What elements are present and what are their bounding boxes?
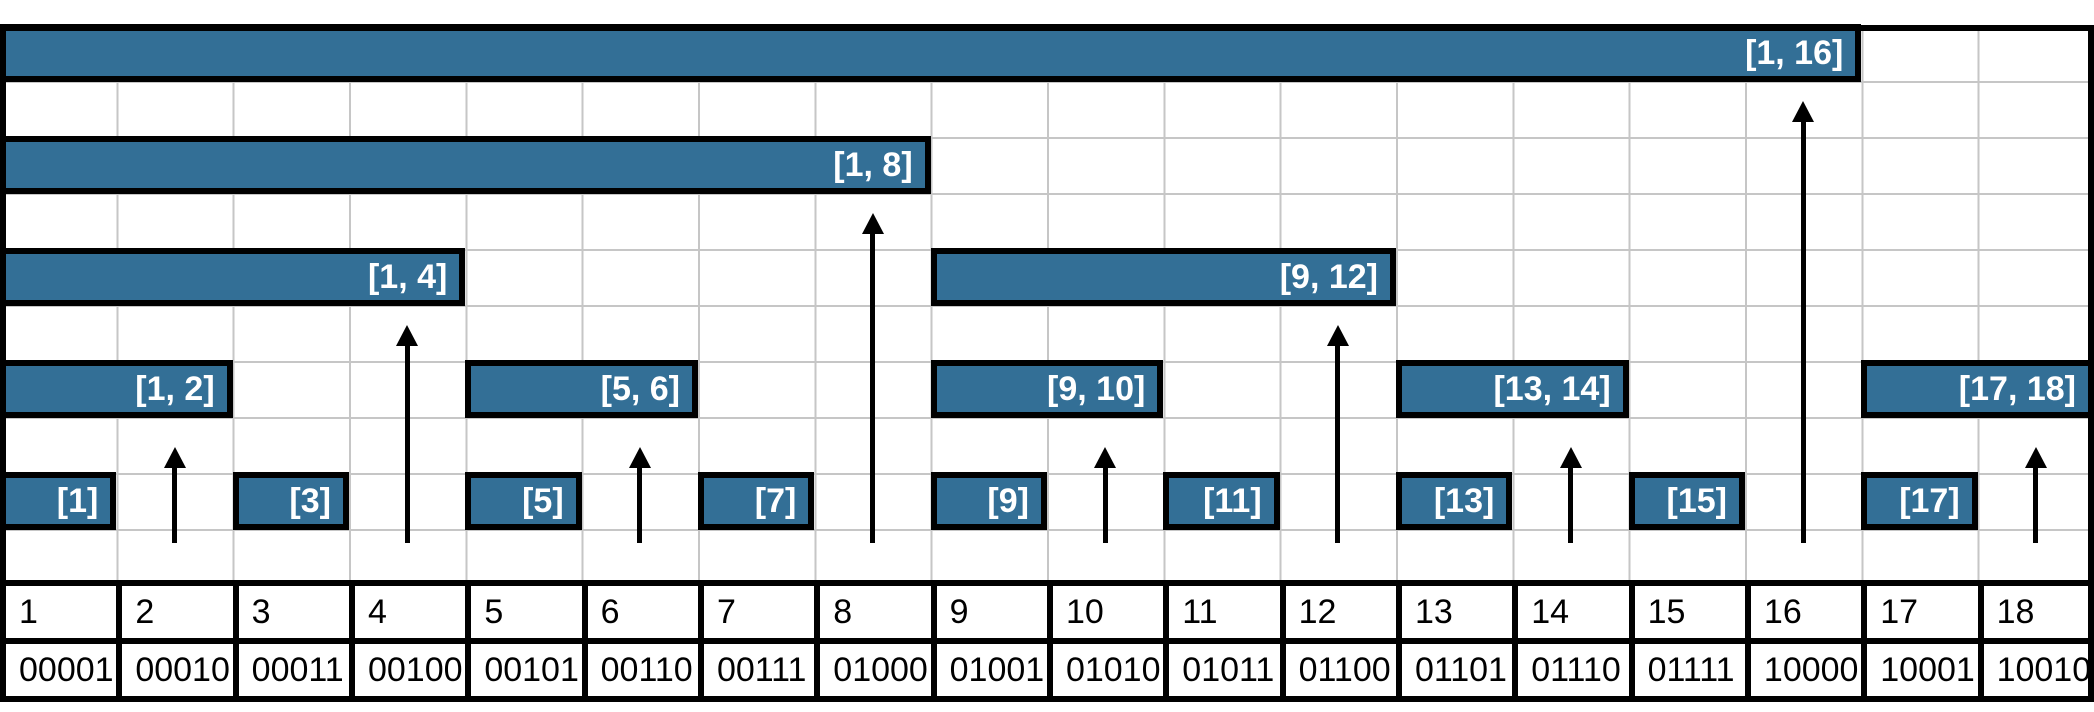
binary-cell-11: 01011: [1163, 644, 1279, 696]
bar-7-7: [7]: [698, 472, 815, 530]
up-arrow-icon: [1792, 101, 1815, 122]
binary-cell-4: 00100: [348, 644, 465, 696]
up-arrow-icon: [628, 447, 651, 468]
binary-cell-8: 01000: [814, 644, 930, 696]
bar-label: [5]: [522, 481, 564, 520]
arrow-shaft-col-10: [1102, 462, 1108, 543]
bar-11-11: [11]: [1163, 472, 1280, 530]
index-cell-14: 14: [1512, 586, 1628, 638]
arrow-shaft-col-14: [1568, 462, 1573, 543]
index-cell-4: 4: [348, 586, 465, 638]
up-arrow-icon: [861, 213, 884, 234]
arrow-shaft-col-16: [1800, 116, 1806, 543]
bar-3-3: [3]: [232, 472, 349, 530]
bar-label: [1, 4]: [367, 257, 448, 296]
up-arrow-icon: [1559, 447, 1582, 468]
index-table: 1 2 3 4 5 6 7 8 9 10 11 12 13 14 15 16 17 18 00001 00010 00…: [0, 580, 2094, 702]
arrow-shaft-col-2: [172, 462, 177, 543]
bar-13-13: [13]: [1396, 472, 1513, 530]
bar-9-12: [9, 12]: [930, 248, 1396, 306]
binary-cell-13: 01101: [1395, 644, 1512, 696]
index-cell-2: 2: [116, 586, 232, 638]
up-arrow-icon: [1326, 325, 1349, 346]
binary-cell-9: 01001: [930, 644, 1047, 696]
binary-cell-1: 00001: [0, 644, 116, 696]
bar-1-8: [1, 8]: [0, 136, 931, 194]
bar-13-14: [13, 14]: [1396, 360, 1629, 418]
binary-cell-12: 01100: [1279, 644, 1396, 696]
index-cell-7: 7: [697, 586, 814, 638]
bar-label: [1, 8]: [833, 145, 913, 184]
bar-label: [1]: [56, 481, 99, 520]
bar-9-9: [9]: [930, 472, 1047, 530]
index-cell-12: 12: [1279, 586, 1396, 638]
index-cell-13: 13: [1395, 586, 1512, 638]
arrow-shaft-col-4: [404, 340, 410, 543]
bar-label: [3]: [289, 481, 331, 520]
bar-1-16: [1, 16]: [0, 24, 1862, 82]
binary-cell-15: 01111: [1628, 644, 1745, 696]
bar-label: [5, 6]: [600, 369, 680, 408]
bar-label: [7]: [754, 481, 797, 520]
bar-label: [9, 10]: [1047, 369, 1146, 408]
bar-9-10: [9, 10]: [930, 360, 1164, 418]
binary-cell-5: 00101: [465, 644, 581, 696]
index-row: 1 2 3 4 5 6 7 8 9 10 11 12 13 14 15 16 17 18: [0, 580, 2094, 638]
bar-label: [9]: [987, 481, 1029, 520]
arrow-shaft-col-12: [1335, 340, 1341, 543]
arrow-shaft-col-18: [2033, 462, 2039, 543]
up-arrow-icon: [2024, 447, 2047, 468]
bar-15-15: [15]: [1628, 472, 1745, 530]
arrow-shaft-col-6: [637, 462, 643, 543]
bar-label: [13, 14]: [1493, 369, 1611, 408]
binary-cell-16: 10000: [1744, 644, 1861, 696]
index-cell-1: 1: [0, 586, 116, 638]
index-cell-8: 8: [814, 586, 930, 638]
binary-cell-17: 10001: [1861, 644, 1977, 696]
bar-label: [17, 18]: [1958, 369, 2076, 408]
index-cell-3: 3: [232, 586, 349, 638]
bar-label: [15]: [1666, 481, 1727, 520]
bar-1-4: [1, 4]: [0, 248, 466, 306]
bar-17-17: [17]: [1861, 472, 1978, 530]
binary-cell-6: 00110: [581, 644, 698, 696]
bar-17-18: [17, 18]: [1861, 360, 2094, 418]
binary-cell-18: 10010: [1977, 644, 2094, 696]
binary-cell-10: 01010: [1046, 644, 1163, 696]
bar-label: [1, 16]: [1745, 33, 1844, 72]
up-arrow-icon: [396, 325, 419, 346]
bar-label: [1, 2]: [135, 369, 215, 408]
binary-cell-3: 00011: [232, 644, 349, 696]
index-cell-11: 11: [1163, 586, 1279, 638]
up-arrow-icon: [1094, 447, 1117, 468]
index-cell-9: 9: [930, 586, 1047, 638]
binary-row: 00001 00010 00011 00100 00101 00110 00111 01000…: [0, 638, 2094, 696]
index-cell-15: 15: [1628, 586, 1745, 638]
index-cell-10: 10: [1046, 586, 1163, 638]
bar-label: [17]: [1899, 481, 1960, 520]
binary-cell-7: 00111: [697, 644, 814, 696]
bar-label: [9, 12]: [1279, 257, 1378, 296]
binary-cell-14: 01110: [1512, 644, 1628, 696]
up-arrow-icon: [163, 447, 186, 468]
bar-label: [11]: [1203, 481, 1262, 520]
bar-5-6: [5, 6]: [465, 360, 698, 418]
binary-cell-2: 00010: [116, 644, 232, 696]
bar-label: [13]: [1433, 481, 1495, 520]
index-cell-18: 18: [1977, 586, 2094, 638]
index-cell-5: 5: [465, 586, 581, 638]
arrow-shaft-col-8: [870, 228, 875, 543]
bar-1-1: [1]: [0, 472, 117, 530]
index-cell-17: 17: [1861, 586, 1977, 638]
bar-1-2: [1, 2]: [0, 360, 233, 418]
index-cell-16: 16: [1744, 586, 1861, 638]
index-cell-6: 6: [581, 586, 698, 638]
bar-5-5: [5]: [465, 472, 582, 530]
